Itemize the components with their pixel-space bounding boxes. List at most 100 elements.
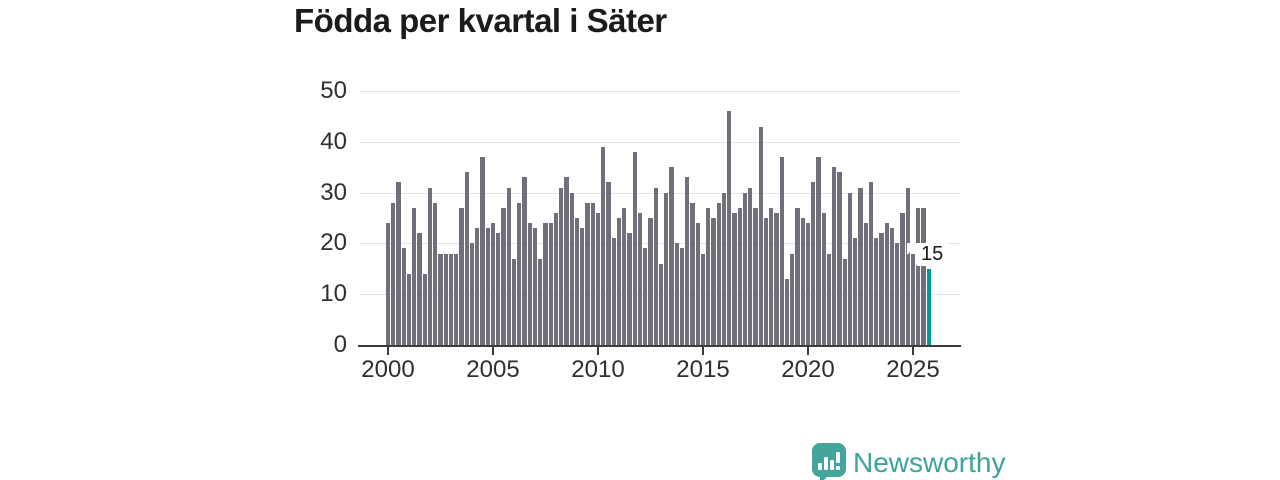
- bar: [748, 187, 753, 345]
- bar: [590, 202, 595, 345]
- bar: [669, 167, 674, 345]
- bar: [616, 218, 622, 345]
- x-axis-label-2005: 2005: [466, 356, 520, 383]
- bar: [422, 273, 427, 345]
- x-axis-tick-2010: [597, 347, 599, 355]
- x-axis-tick-2025: [912, 347, 914, 355]
- y-axis-label-50: 50: [320, 77, 347, 104]
- bar: [910, 253, 916, 345]
- bar: [727, 111, 732, 345]
- bar: [774, 212, 779, 345]
- bar: [490, 223, 496, 345]
- newsworthy-logo-text: Newsworthy: [853, 447, 1006, 478]
- bar: [637, 212, 643, 345]
- bar: [779, 157, 784, 345]
- bar: [580, 228, 585, 345]
- bar: [501, 207, 506, 345]
- bar: [900, 212, 905, 345]
- bar: [753, 207, 758, 345]
- bar: [658, 263, 664, 345]
- bar: [443, 253, 448, 345]
- bar: [653, 187, 658, 345]
- bar: [401, 248, 406, 345]
- bar: [674, 243, 679, 345]
- gridline-40: [360, 141, 961, 143]
- bar: [784, 278, 790, 345]
- logo-glyph-2: [830, 460, 834, 470]
- x-axis-line: [358, 345, 961, 347]
- bar: [480, 157, 485, 345]
- gridline-20: [360, 243, 961, 245]
- bar: [475, 228, 480, 345]
- gridline-30: [360, 192, 961, 194]
- bar: [853, 238, 858, 345]
- bar: [842, 258, 847, 345]
- bar: [816, 157, 821, 345]
- bar: [643, 248, 648, 345]
- y-axis-label-10: 10: [320, 280, 347, 308]
- y-axis-label-0: 0: [333, 331, 347, 358]
- x-axis-tick-2000: [387, 347, 389, 355]
- bar: [595, 212, 601, 345]
- bar: [805, 223, 811, 345]
- bar: [511, 258, 517, 345]
- bar: [601, 146, 606, 345]
- bar: [721, 192, 727, 345]
- bar: [433, 202, 438, 345]
- bar: [716, 202, 721, 345]
- bar: [905, 187, 910, 345]
- bar: [574, 218, 580, 345]
- bar: [800, 218, 805, 345]
- bar: [664, 192, 669, 345]
- bar: [564, 177, 569, 345]
- newsworthy-logo-icon: [812, 443, 846, 477]
- bar: [454, 253, 459, 345]
- bar: [758, 126, 763, 345]
- bar: [811, 182, 816, 345]
- x-axis-label-2010: 2010: [571, 356, 625, 383]
- bar: [417, 233, 422, 345]
- bar: [895, 243, 900, 345]
- bar: [679, 248, 685, 345]
- bar: [847, 192, 853, 345]
- x-axis-label-2000: 2000: [361, 356, 415, 383]
- highlighted-bar: [926, 268, 931, 345]
- bar: [391, 202, 396, 345]
- bar: [438, 253, 443, 345]
- chart-title: Födda per kvartal i Säter: [294, 2, 667, 39]
- bar: [448, 253, 454, 345]
- bar: [485, 228, 490, 345]
- bar: [611, 238, 616, 345]
- bar: [832, 167, 837, 345]
- bar: [795, 207, 800, 345]
- bar: [569, 192, 574, 345]
- x-axis-tick-2015: [702, 347, 704, 355]
- bar: [527, 223, 532, 345]
- y-axis-label-40: 40: [320, 127, 347, 155]
- bar: [685, 177, 690, 345]
- bar: [706, 207, 711, 345]
- bar: [868, 182, 874, 345]
- bar: [506, 187, 511, 345]
- bar: [622, 207, 627, 345]
- bar: [406, 273, 412, 345]
- bar: [889, 228, 895, 345]
- bar: [412, 207, 417, 345]
- x-axis-tick-2005: [492, 347, 494, 355]
- bar: [585, 202, 590, 345]
- x-axis-tick-2020: [807, 347, 809, 355]
- latest-value-callout: 15: [906, 243, 949, 266]
- bar: [884, 223, 889, 345]
- bar: [464, 172, 469, 345]
- bar: [548, 223, 553, 345]
- bar: [858, 187, 863, 345]
- bar: [627, 233, 632, 345]
- bar: [559, 187, 564, 345]
- bar: [921, 207, 926, 345]
- bar: [700, 253, 706, 345]
- bar: [742, 192, 748, 345]
- bar: [648, 218, 653, 345]
- bar: [517, 202, 522, 345]
- bar: [632, 151, 637, 345]
